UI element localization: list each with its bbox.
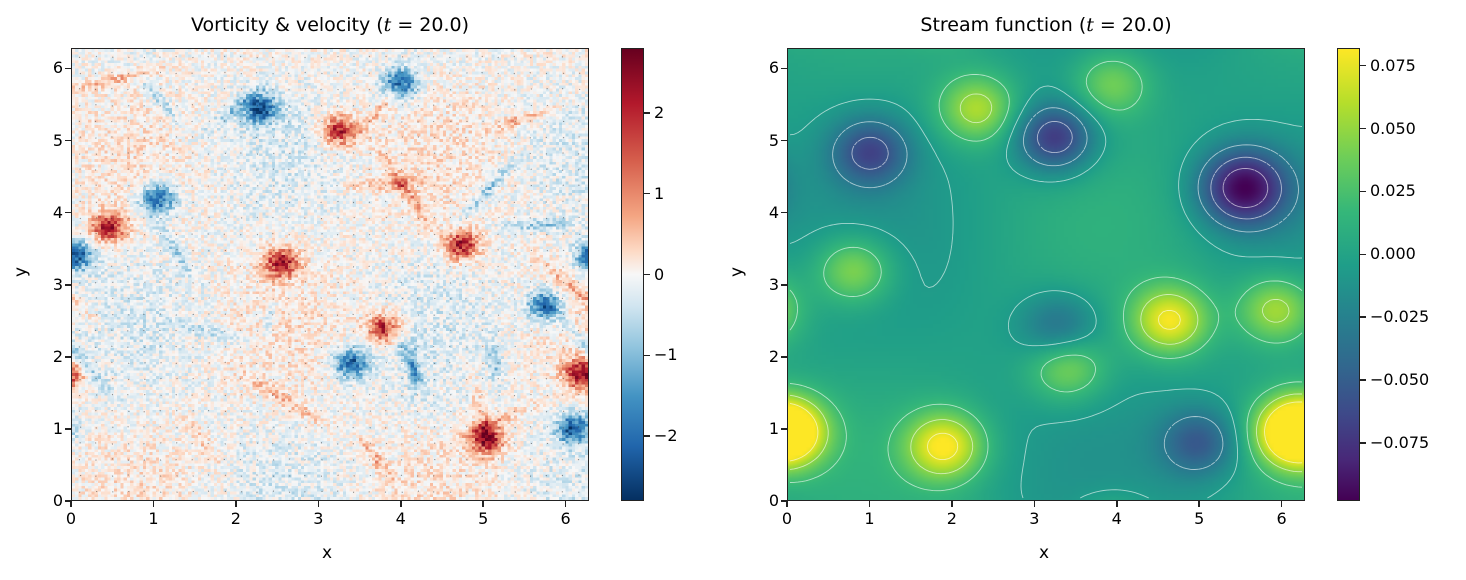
title-prefix: Stream function ( <box>920 14 1087 36</box>
x-tick-mark <box>1033 501 1036 507</box>
colorbar-tick-mark <box>1360 253 1366 256</box>
title-suffix: = 20.0) <box>391 14 470 36</box>
colorbar-tick-label: −0.050 <box>1370 370 1430 390</box>
colorbar-tick-label: 0.025 <box>1370 181 1416 201</box>
x-tick-mark <box>317 501 320 507</box>
y-tick-mark <box>65 67 71 70</box>
colorbar-tick-mark <box>644 192 650 195</box>
y-tick-mark <box>781 67 787 70</box>
colorbar-tick-mark <box>1360 316 1366 319</box>
colorbar-tick-label: −2 <box>654 426 678 446</box>
y-tick-label: 3 <box>768 274 779 294</box>
y-tick-mark <box>781 428 787 430</box>
x-tick-mark <box>786 501 788 507</box>
y-tick-label: 3 <box>52 274 63 294</box>
y-tick-label: 6 <box>768 58 779 78</box>
y-tick-mark <box>781 356 787 358</box>
x-tick-label: 4 <box>1111 509 1122 528</box>
colorbar-tick-mark <box>1360 442 1366 444</box>
x-tick-mark <box>1280 501 1283 507</box>
x-tick-label: 2 <box>230 509 241 528</box>
colorbar-tick-label: 0.000 <box>1370 244 1416 264</box>
colorbar-tick-mark <box>644 435 650 438</box>
stream-function-heatmap <box>787 48 1305 501</box>
colorbar-tick-label: −0.025 <box>1370 307 1430 327</box>
colorbar-tick-mark <box>644 354 650 357</box>
y-tick-mark <box>781 500 787 502</box>
y-tick-label: 2 <box>768 346 779 366</box>
x-tick-mark <box>235 501 237 507</box>
y-tick-label: 4 <box>52 202 63 222</box>
y-tick-label: 5 <box>768 130 779 150</box>
x-tick-label: 3 <box>313 509 324 528</box>
title-var: t <box>1086 14 1094 36</box>
x-tick-label: 0 <box>65 509 77 528</box>
y-tick-mark <box>781 139 787 142</box>
left-panel-title: Vorticity & velocity (t = 20.0) <box>71 14 589 36</box>
x-tick-mark <box>482 501 484 507</box>
x-tick-mark <box>951 501 953 507</box>
y-tick-label: 0 <box>52 491 63 510</box>
x-tick-mark <box>152 501 155 507</box>
x-tick-label: 4 <box>395 509 406 528</box>
colorbar-tick-label: 1 <box>654 183 665 203</box>
x-tick-mark <box>564 501 567 507</box>
colorbar-tick-label: −1 <box>654 345 678 365</box>
colorbar-tick-mark <box>1360 190 1366 193</box>
left-xlabel: x <box>322 543 333 563</box>
y-tick-mark <box>781 211 787 214</box>
y-tick-mark <box>65 283 71 286</box>
colorbar-tick-mark <box>644 273 650 276</box>
y-tick-mark <box>65 500 71 502</box>
vorticity-colorbar <box>621 48 644 501</box>
y-tick-label: 2 <box>52 346 63 366</box>
colorbar-tick-mark <box>1360 127 1366 130</box>
y-tick-label: 1 <box>52 418 63 438</box>
y-tick-mark <box>65 356 71 358</box>
y-tick-label: 5 <box>52 130 63 150</box>
stream-colorbar <box>1337 48 1360 501</box>
y-tick-label: 4 <box>768 202 779 222</box>
colorbar-tick-mark <box>1360 64 1366 67</box>
y-tick-mark <box>65 139 71 142</box>
colorbar-tick-label: −0.075 <box>1370 433 1430 453</box>
x-tick-label: 6 <box>560 509 571 528</box>
y-tick-mark <box>65 211 71 214</box>
colorbar-tick-label: 0.075 <box>1370 55 1416 75</box>
x-tick-label: 1 <box>864 509 875 528</box>
colorbar-tick-label: 0.050 <box>1370 118 1416 138</box>
x-tick-mark <box>399 501 402 507</box>
colorbar-tick-mark <box>644 111 650 114</box>
y-tick-label: 1 <box>768 418 779 438</box>
y-tick-label: 0 <box>768 491 779 510</box>
x-tick-label: 0 <box>781 509 793 528</box>
colorbar-tick-label: 2 <box>654 102 665 122</box>
right-xlabel: x <box>1039 543 1050 563</box>
y-tick-mark <box>781 283 787 286</box>
title-suffix: = 20.0) <box>1093 14 1172 36</box>
x-tick-label: 5 <box>478 509 489 528</box>
x-tick-label: 1 <box>148 509 159 528</box>
right-panel-title: Stream function (t = 20.0) <box>787 14 1305 36</box>
colorbar-tick-mark <box>1360 379 1366 381</box>
x-tick-label: 5 <box>1194 509 1205 528</box>
x-tick-label: 3 <box>1029 509 1040 528</box>
x-tick-mark <box>868 501 871 507</box>
vorticity-heatmap <box>71 48 589 501</box>
x-tick-label: 6 <box>1276 509 1287 528</box>
colorbar-tick-label: 0 <box>654 264 665 284</box>
title-var: t <box>383 14 392 36</box>
x-tick-mark <box>70 501 72 507</box>
title-prefix: Vorticity & velocity ( <box>190 14 384 36</box>
x-tick-mark <box>1115 501 1118 507</box>
y-tick-mark <box>65 428 71 430</box>
y-tick-label: 6 <box>52 58 63 78</box>
x-tick-label: 2 <box>946 509 957 528</box>
x-tick-mark <box>1198 501 1200 507</box>
